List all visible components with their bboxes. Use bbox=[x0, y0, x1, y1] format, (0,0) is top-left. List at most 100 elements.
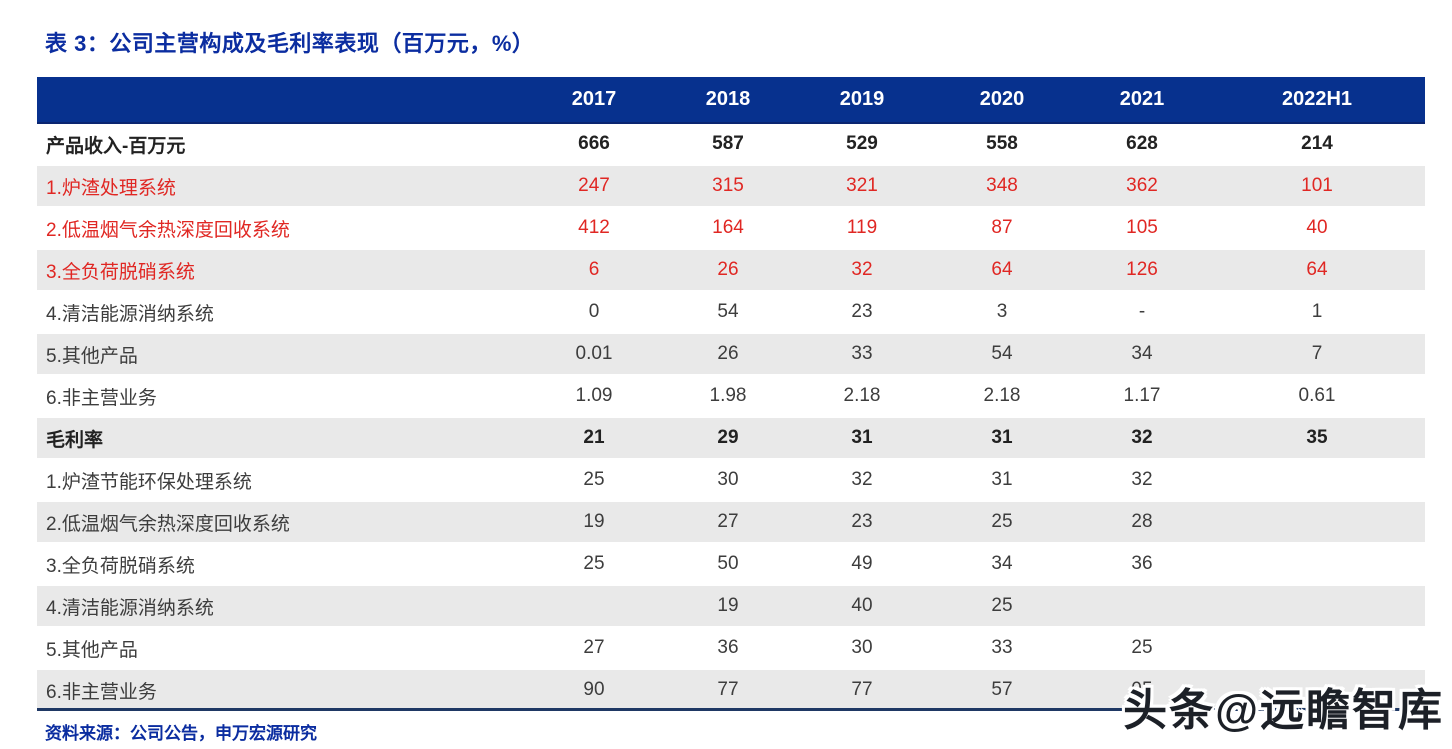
value-cell: 1.98 bbox=[661, 375, 795, 418]
value-cell: 214 bbox=[1209, 123, 1425, 166]
value-cell: 0 bbox=[527, 291, 661, 334]
value-cell: 36 bbox=[661, 627, 795, 670]
main-table: 2017 2018 2019 2020 2021 2022H1 产品收入-百万元 666 58… bbox=[37, 77, 1425, 712]
value-cell: 101 bbox=[1209, 165, 1425, 208]
table-row: 4.清洁能源消纳系统 19 40 25 bbox=[37, 585, 1425, 628]
row-label: 3.全负荷脱硝系统 bbox=[37, 543, 527, 586]
value-cell: 6 bbox=[527, 249, 661, 292]
value-cell: 54 bbox=[929, 333, 1075, 376]
value-cell: 1.17 bbox=[1075, 375, 1209, 418]
value-cell: 64 bbox=[1209, 249, 1425, 292]
value-cell: 27 bbox=[661, 501, 795, 544]
table-row: 5.其他产品 0.01 26 33 54 34 7 bbox=[37, 333, 1425, 376]
value-cell: 587 bbox=[661, 123, 795, 166]
value-cell: 33 bbox=[795, 333, 929, 376]
header-corner-cell bbox=[37, 77, 527, 124]
value-cell: 33 bbox=[929, 627, 1075, 670]
value-cell: 105 bbox=[1075, 207, 1209, 250]
year-header: 2022H1 bbox=[1209, 77, 1425, 124]
table-row: 2.低温烟气余热深度回收系统 19 27 23 25 28 bbox=[37, 501, 1425, 544]
value-cell: 36 bbox=[1075, 543, 1209, 586]
row-label: 6.非主营业务 bbox=[37, 669, 527, 712]
value-cell: 164 bbox=[661, 207, 795, 250]
value-cell bbox=[1209, 585, 1425, 628]
table-row: 产品收入-百万元 666 587 529 558 628 214 bbox=[37, 123, 1425, 166]
value-cell: 362 bbox=[1075, 165, 1209, 208]
value-cell: 49 bbox=[795, 543, 929, 586]
year-header: 2021 bbox=[1075, 77, 1209, 124]
value-cell: 28 bbox=[1075, 501, 1209, 544]
value-cell: 35 bbox=[1209, 417, 1425, 460]
value-cell: 247 bbox=[527, 165, 661, 208]
row-label: 2.低温烟气余热深度回收系统 bbox=[37, 207, 527, 250]
value-cell bbox=[527, 585, 661, 628]
value-cell: 25 bbox=[1075, 627, 1209, 670]
row-label: 1.炉渣处理系统 bbox=[37, 165, 527, 208]
row-label: 4.清洁能源消纳系统 bbox=[37, 585, 527, 628]
value-cell bbox=[1209, 669, 1425, 712]
value-cell bbox=[1075, 585, 1209, 628]
value-cell: 21 bbox=[527, 417, 661, 460]
table-row: 毛利率 21 29 31 31 32 35 bbox=[37, 417, 1425, 460]
value-cell: 7 bbox=[1209, 333, 1425, 376]
value-cell: 54 bbox=[661, 291, 795, 334]
table-row: 3.全负荷脱硝系统 6 26 32 64 126 64 bbox=[37, 249, 1425, 292]
value-cell: 30 bbox=[661, 459, 795, 502]
row-label: 产品收入-百万元 bbox=[37, 123, 527, 166]
value-cell: 26 bbox=[661, 249, 795, 292]
value-cell: 30 bbox=[795, 627, 929, 670]
table-row: 2.低温烟气余热深度回收系统 412 164 119 87 105 40 bbox=[37, 207, 1425, 250]
row-label: 2.低温烟气余热深度回收系统 bbox=[37, 501, 527, 544]
value-cell: 23 bbox=[795, 291, 929, 334]
year-header: 2020 bbox=[929, 77, 1075, 124]
value-cell: 32 bbox=[1075, 459, 1209, 502]
year-header: 2019 bbox=[795, 77, 929, 124]
table-row: 4.清洁能源消纳系统 0 54 23 3-1 bbox=[37, 291, 1425, 334]
source-note: 资料来源：公司公告，申万宏源研究 bbox=[45, 724, 317, 743]
value-cell: 126 bbox=[1075, 249, 1209, 292]
year-header: 2017 bbox=[527, 77, 661, 124]
row-label: 1.炉渣节能环保处理系统 bbox=[37, 459, 527, 502]
table-body: 产品收入-百万元 666 587 529 558 628 214 1.炉渣处理系统 247 315… bbox=[37, 123, 1425, 712]
table-title: 表 3：公司主营构成及毛利率表现（百万元，%） bbox=[45, 31, 535, 56]
value-cell: - bbox=[1075, 291, 1209, 334]
value-cell: 1 bbox=[1209, 291, 1425, 334]
value-cell bbox=[1209, 627, 1425, 670]
value-cell: 628 bbox=[1075, 123, 1209, 166]
value-cell: 558 bbox=[929, 123, 1075, 166]
value-cell: 0.01 bbox=[527, 333, 661, 376]
value-cell: 3 bbox=[929, 291, 1075, 334]
table-bottom-border bbox=[37, 708, 1425, 711]
value-cell: 77 bbox=[795, 669, 929, 712]
row-label: 5.其他产品 bbox=[37, 627, 527, 670]
row-label: 6.非主营业务 bbox=[37, 375, 527, 418]
year-header: 2018 bbox=[661, 77, 795, 124]
value-cell: 1.09 bbox=[527, 375, 661, 418]
value-cell: 64 bbox=[929, 249, 1075, 292]
value-cell: 2.18 bbox=[929, 375, 1075, 418]
value-cell bbox=[1209, 543, 1425, 586]
value-cell: 25 bbox=[929, 501, 1075, 544]
table-row: 1.炉渣节能环保处理系统 25 30 32 31 32 bbox=[37, 459, 1425, 502]
value-cell: 29 bbox=[661, 417, 795, 460]
value-cell: 95 bbox=[1075, 669, 1209, 712]
value-cell: 31 bbox=[795, 417, 929, 460]
watermark: 头条@远瞻智库 bbox=[1123, 686, 1444, 735]
value-cell: 40 bbox=[795, 585, 929, 628]
row-label: 3.全负荷脱硝系统 bbox=[37, 249, 527, 292]
value-cell: 2.18 bbox=[795, 375, 929, 418]
value-cell bbox=[1209, 501, 1425, 544]
value-cell: 32 bbox=[795, 459, 929, 502]
header-row: 2017 2018 2019 2020 2021 2022H1 bbox=[37, 77, 1425, 124]
value-cell: 40 bbox=[1209, 207, 1425, 250]
table-row: 3.全负荷脱硝系统 25 50 49 34 36 bbox=[37, 543, 1425, 586]
value-cell: 19 bbox=[527, 501, 661, 544]
value-cell: 27 bbox=[527, 627, 661, 670]
value-cell: 90 bbox=[527, 669, 661, 712]
value-cell: 19 bbox=[661, 585, 795, 628]
value-cell: 23 bbox=[795, 501, 929, 544]
value-cell: 348 bbox=[929, 165, 1075, 208]
value-cell: 26 bbox=[661, 333, 795, 376]
value-cell: 31 bbox=[929, 459, 1075, 502]
table-row: 5.其他产品 27 36 30 33 25 bbox=[37, 627, 1425, 670]
